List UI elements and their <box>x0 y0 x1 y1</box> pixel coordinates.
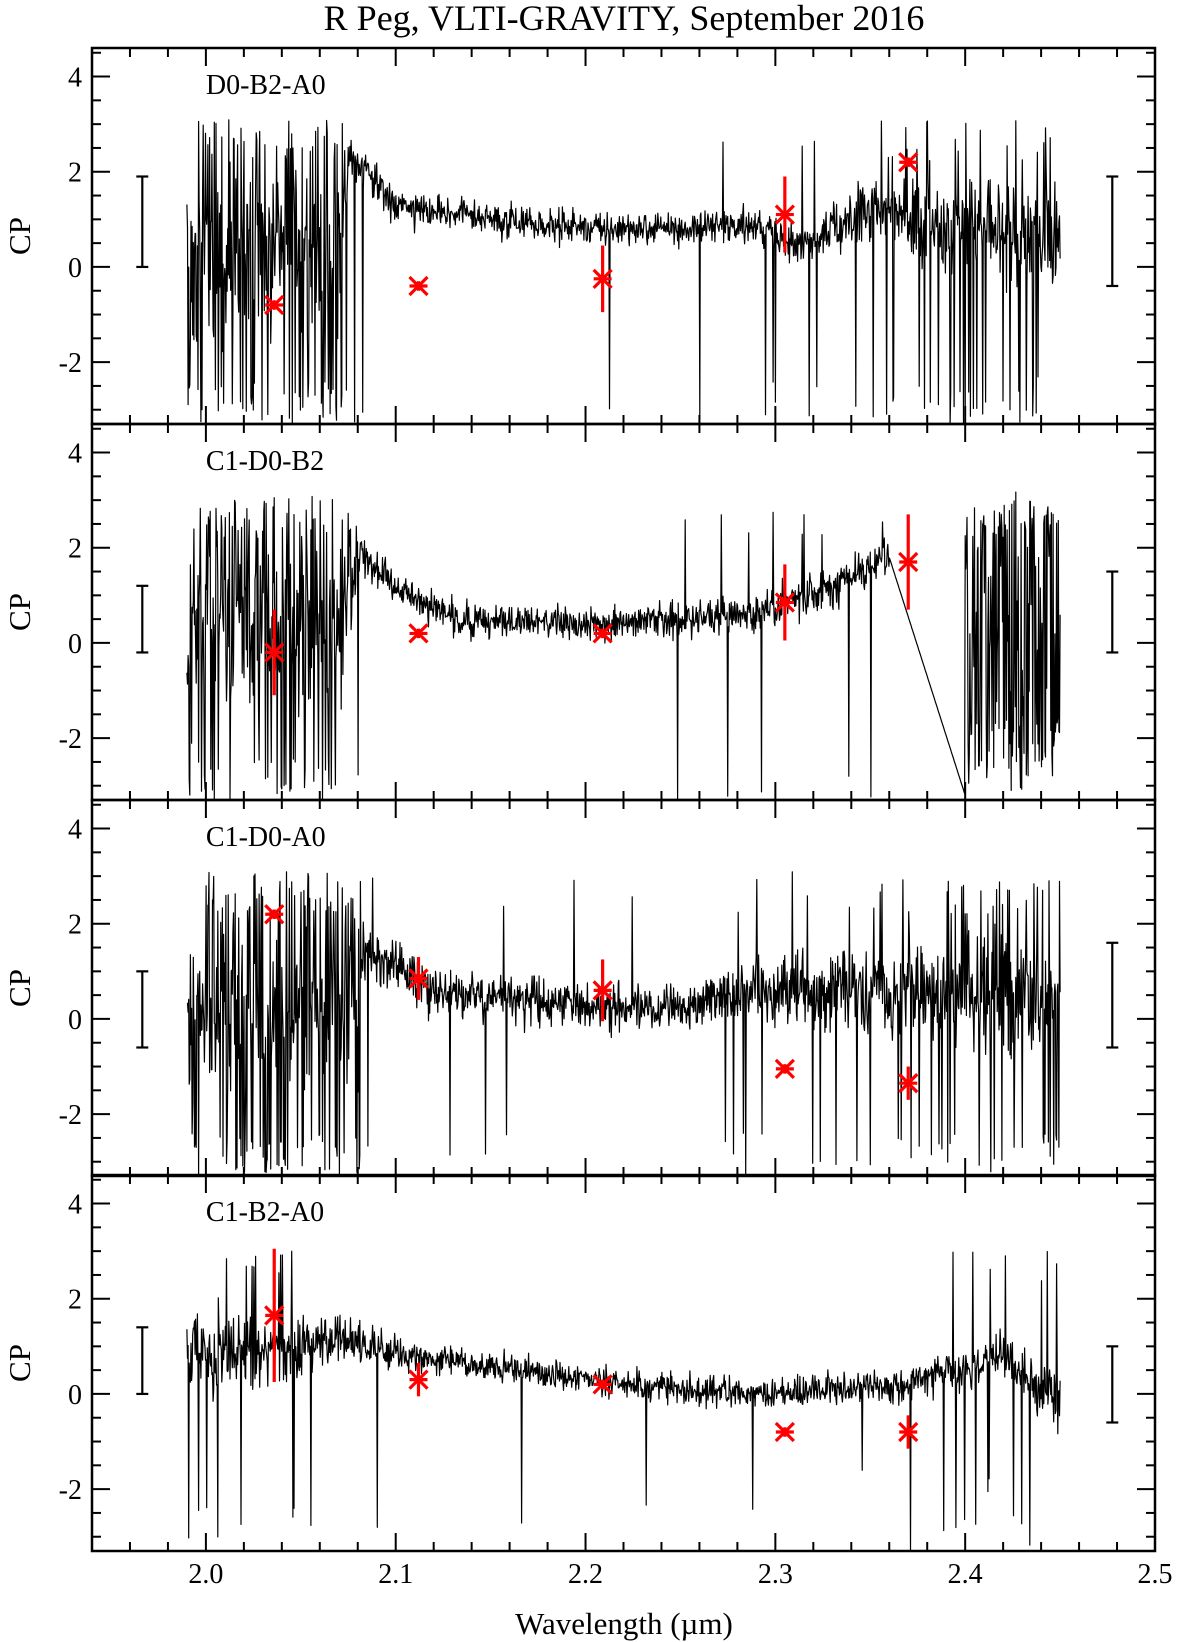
y-tick-label: 4 <box>68 439 82 470</box>
cp-marker <box>898 1415 919 1449</box>
x-tick-label: 2.3 <box>758 1559 793 1590</box>
y-tick-label: 4 <box>68 815 82 846</box>
cp-marker <box>592 959 613 1022</box>
panel-3: -2 0 2 4 CP C1-D0-A0 <box>2 798 1157 1178</box>
cp-marker <box>264 904 285 925</box>
y-tick-label: 4 <box>68 63 82 94</box>
spectrum-trace <box>186 1250 1061 1551</box>
x-tick-label: 2.5 <box>1138 1559 1173 1590</box>
panels-group: -2 0 2 4 CP D0-B2-A0 -2 0 2 4 CP C1-D0-B2 -2 0 2 4 CP C1-… <box>2 46 1173 1590</box>
panel-1: -2 0 2 4 CP D0-B2-A0 <box>2 46 1157 426</box>
cp-marker <box>774 1058 795 1080</box>
x-tick-label: 2.0 <box>188 1559 223 1590</box>
cp-marker <box>592 245 613 313</box>
cp-marker <box>264 609 285 696</box>
y-tick-label: 0 <box>68 253 82 284</box>
cp-marker <box>774 176 795 253</box>
y-tick-label: 0 <box>68 629 82 660</box>
y-tick-label: -2 <box>59 1100 82 1131</box>
cp-marker <box>898 514 919 610</box>
cp-marker <box>592 1374 613 1395</box>
cp-marker <box>774 564 795 641</box>
cp-marker <box>898 1066 919 1100</box>
cp-marker <box>264 1248 285 1383</box>
panel-label: C1-D0-B2 <box>206 446 324 477</box>
y-tick-label: 2 <box>68 158 82 189</box>
spectrum-trace <box>186 119 1061 424</box>
x-axis-label: Wavelength (µm) <box>515 1606 733 1641</box>
cp-marker <box>408 957 429 1000</box>
chart-title: R Peg, VLTI-GRAVITY, September 2016 <box>324 0 925 38</box>
cp-marker <box>264 294 285 316</box>
cp-marker <box>592 623 613 644</box>
y-tick-label: -2 <box>59 724 82 755</box>
cp-marker <box>898 152 919 173</box>
y-tick-label: 4 <box>68 1190 82 1221</box>
panel-2: -2 0 2 4 CP C1-D0-B2 <box>2 422 1157 802</box>
y-tick-label: 2 <box>68 534 82 565</box>
y-axis-label: CP <box>2 217 37 255</box>
x-tick-label: 2.1 <box>378 1559 413 1590</box>
y-tick-label: 0 <box>68 1380 82 1411</box>
y-axis-label: CP <box>2 969 37 1007</box>
x-tick-label: 2.2 <box>568 1559 603 1590</box>
panel-label: D0-B2-A0 <box>206 70 326 101</box>
y-tick-label: 2 <box>68 910 82 941</box>
panel-label: C1-D0-A0 <box>206 822 326 853</box>
panel-label: C1-B2-A0 <box>206 1197 324 1228</box>
y-axis-label: CP <box>2 1344 37 1382</box>
x-tick-label: 2.4 <box>948 1559 983 1590</box>
cp-marker <box>408 275 429 297</box>
spectrum-trace <box>186 491 1061 800</box>
cp-marker <box>408 623 429 644</box>
y-axis-label: CP <box>2 593 37 631</box>
y-tick-label: 0 <box>68 1005 82 1036</box>
cp-marker <box>408 1363 429 1397</box>
spectrum-trace <box>186 871 1061 1176</box>
y-tick-label: 2 <box>68 1285 82 1316</box>
panel-4: -2 0 2 4 CP C1-B2-A0 2.0 2.1 2.2 2.3 2.4 2.5 <box>2 1173 1173 1590</box>
y-tick-label: -2 <box>59 1475 82 1506</box>
y-tick-label: -2 <box>59 348 82 379</box>
cp-marker <box>774 1421 795 1443</box>
